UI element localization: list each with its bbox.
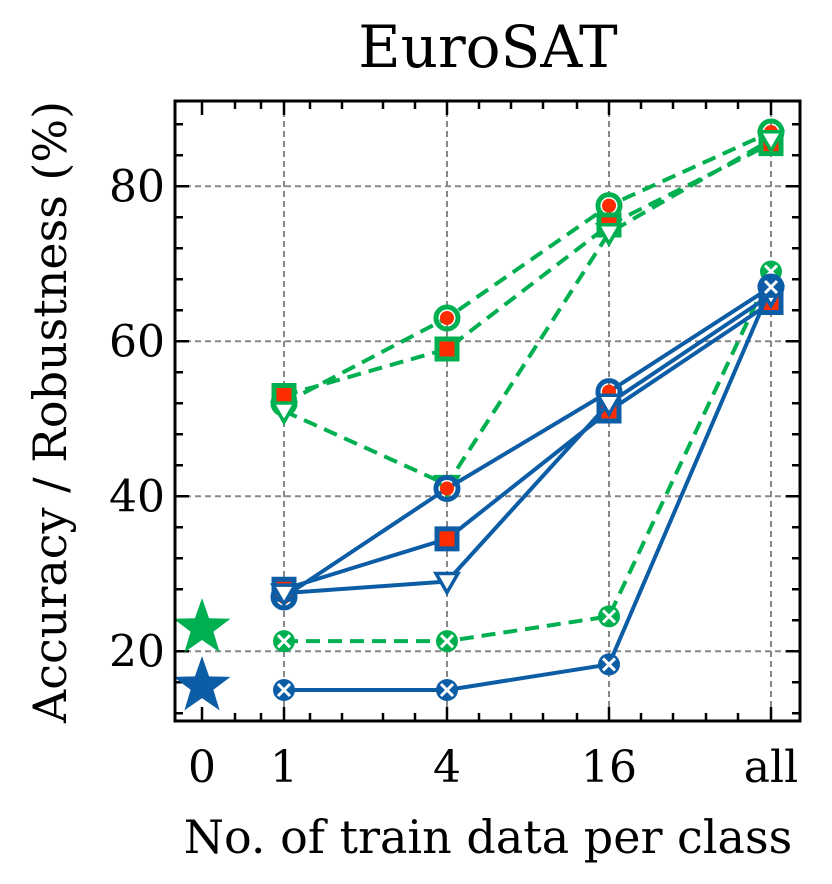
marker-x: [601, 609, 617, 624]
series-line: [284, 286, 773, 692]
series-green-x: [273, 260, 782, 653]
series-green-circle: [270, 118, 785, 417]
marker-triangle: [756, 130, 786, 155]
series-line: [283, 138, 772, 487]
marker-x: [763, 279, 779, 295]
series-line: [283, 130, 772, 406]
x-axis-label: No. of train data per class: [184, 810, 792, 864]
zero-shot-layer: [173, 598, 231, 711]
marker-triangle: [594, 223, 624, 248]
x-tick-label: 0: [188, 742, 216, 793]
series-line: [283, 300, 773, 592]
x-tick-label: 16: [581, 742, 637, 793]
marker-circle: [433, 475, 461, 502]
y-tick-label: 80: [109, 161, 165, 212]
x-tick-label: 4: [433, 742, 461, 793]
marker-triangle: [269, 583, 299, 608]
plot-frame: [173, 99, 802, 723]
zero-shot-star-icon: [173, 598, 231, 653]
marker-square: [434, 526, 460, 552]
marker-circle-fill: [440, 481, 454, 496]
ticks: 0 1 4 16 all 20 40 60 80: [109, 101, 800, 793]
x-tick-label: 1: [270, 742, 298, 793]
grid: [175, 101, 800, 721]
series-green-square: [271, 131, 784, 408]
marker-x: [276, 634, 292, 649]
marker-circle-fill: [602, 198, 616, 213]
zero-shot-star-icon: [173, 656, 231, 711]
marker-circle-fill: [440, 311, 454, 325]
series-layer: [269, 118, 786, 701]
marker-x: [276, 682, 292, 698]
marker-square: [434, 336, 460, 362]
marker-x: [439, 634, 455, 649]
series-blue-x: [273, 276, 782, 701]
marker-triangle: [269, 401, 299, 426]
x-tick-label: all: [744, 742, 798, 793]
y-tick-label: 20: [109, 626, 165, 677]
chart-title: EuroSAT: [358, 13, 618, 81]
series-line: [284, 270, 773, 644]
y-axis-label: Accuracy / Robustness (%): [23, 101, 77, 724]
marker-triangle: [594, 393, 624, 418]
marker-x: [439, 682, 455, 698]
y-tick-label: 40: [109, 471, 165, 522]
series-line: [282, 285, 773, 599]
marker-triangle: [432, 571, 462, 596]
y-tick-label: 60: [109, 316, 165, 367]
series-blue-triangle: [269, 285, 786, 608]
marker-circle: [433, 304, 461, 332]
series-line: [283, 293, 773, 596]
marker-x: [601, 657, 617, 672]
